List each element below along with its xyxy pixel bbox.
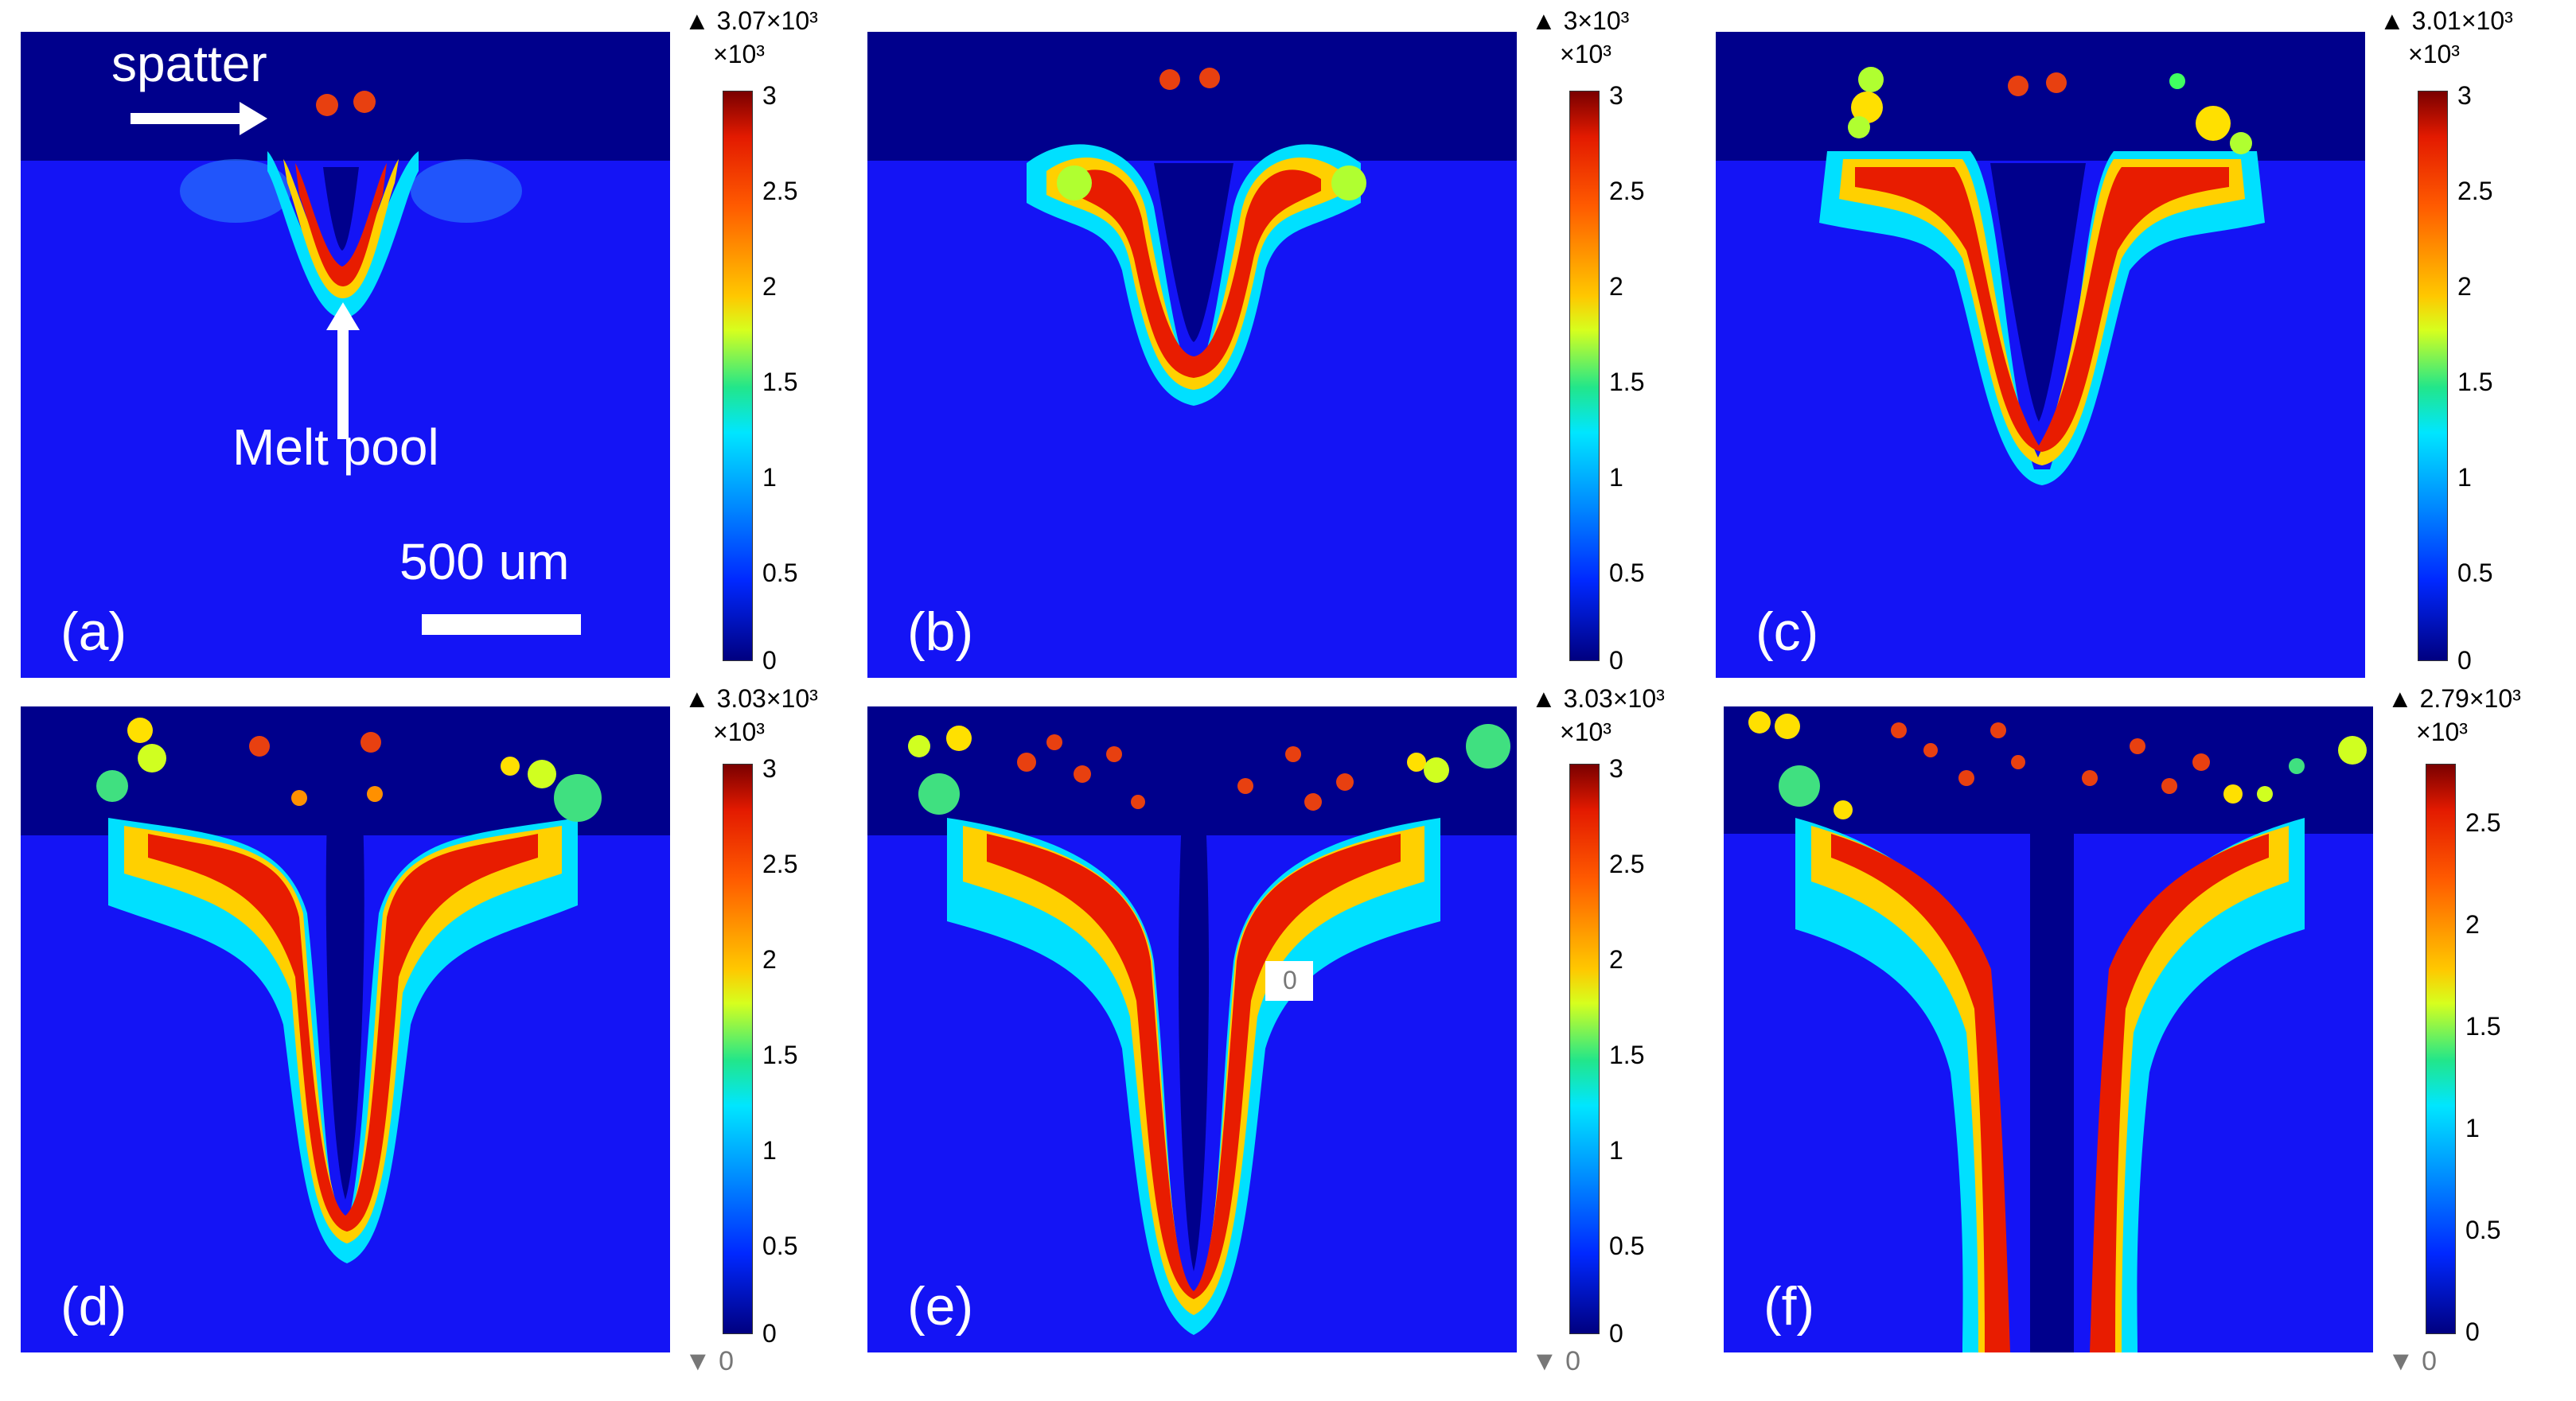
tick-label: 0 <box>2465 1317 2480 1346</box>
colorbar-unit: ×10³ <box>713 718 765 746</box>
tick-label: 1 <box>762 463 777 492</box>
tick-label: 1 <box>2457 463 2472 492</box>
colorbar-min: ▼ 0 <box>2387 1346 2438 1376</box>
panel-c: (c) <box>1716 32 2365 678</box>
colorbar-gradient <box>723 91 753 661</box>
colorbar-min: ▼ 0 <box>1531 1346 1581 1376</box>
spatter-droplet <box>316 94 338 116</box>
colorbar-unit: ×10³ <box>713 40 765 68</box>
colorbar-gradient <box>1569 91 1600 661</box>
colorbar-unit: ×10³ <box>1560 40 1611 68</box>
tick-label: 0.5 <box>1609 558 1645 587</box>
temperature-field-d <box>21 706 670 1352</box>
spatter-arrow <box>131 113 242 124</box>
tick-label: 0 <box>1609 646 1623 675</box>
panel-a: spatter Melt pool 500 um (a) <box>21 32 670 678</box>
colorbar-e: ▲ 3.03×10³ ×10³ 3 2.5 2 1.5 1 0.5 0 ▼ 0 <box>1531 684 1713 1384</box>
tick-label: 2.5 <box>1609 177 1645 205</box>
tick-label: 2 <box>2457 272 2472 301</box>
colorbar-unit: ×10³ <box>2408 40 2460 68</box>
colorbar-gradient <box>2418 91 2448 661</box>
tick-label: 2.5 <box>2465 808 2501 837</box>
melt-pool-arrow <box>337 328 349 439</box>
tick-label: 1 <box>762 1136 777 1165</box>
temperature-field-b <box>867 32 1517 678</box>
colorbar-max: ▲ 3.07×10³ <box>684 6 818 35</box>
colorbar-min: ▼ 0 <box>684 1346 735 1376</box>
colorbar-c: ▲ 3.01×10³ ×10³ 3 2.5 2 1.5 1 0.5 0 <box>2379 6 2561 673</box>
scale-bar <box>422 614 581 635</box>
colorbar-gradient <box>723 764 753 1334</box>
colorbar-b: ▲ 3×10³ ×10³ 3 2.5 2 1.5 1 0.5 0 <box>1531 6 1713 673</box>
spatter-label: spatter <box>111 35 267 92</box>
spatter-droplet <box>353 91 376 113</box>
tick-label: 1.5 <box>762 1041 798 1069</box>
tick-label: 1.5 <box>2465 1012 2501 1041</box>
panel-label: (b) <box>907 601 974 662</box>
temperature-field-f <box>1724 706 2373 1352</box>
colorbar-max: ▲ 3.03×10³ <box>684 684 818 713</box>
tick-label: 2.5 <box>762 177 798 205</box>
tick-label: 3 <box>1609 81 1623 110</box>
tick-label: 3 <box>762 754 777 783</box>
colorbar-max: ▲ 3×10³ <box>1531 6 1630 35</box>
colorbar-max: ▲ 3.03×10³ <box>1531 684 1665 713</box>
tick-label: 2 <box>762 945 777 974</box>
tick-label: 0 <box>762 646 777 675</box>
tick-label: 2.5 <box>1609 850 1645 878</box>
panel-b: (b) <box>867 32 1517 678</box>
melt-pool-label: Melt pool <box>232 418 439 476</box>
panel-f: (f) <box>1724 706 2373 1352</box>
tick-label: 1 <box>2465 1114 2480 1142</box>
colorbar-f: ▲ 2.79×10³ ×10³ 2.5 2 1.5 1 0.5 0 ▼ 0 <box>2387 684 2569 1384</box>
colorbar-unit: ×10³ <box>1560 718 1611 746</box>
colorbar-max: ▲ 3.01×10³ <box>2379 6 2513 35</box>
probe-value-box <box>1265 961 1313 1001</box>
colorbar-gradient <box>2426 764 2456 1334</box>
tick-label: 0.5 <box>2457 558 2493 587</box>
tick-label: 3 <box>762 81 777 110</box>
tick-label: 0.5 <box>1609 1232 1645 1260</box>
panel-d: (d) <box>21 706 670 1352</box>
panel-label: (a) <box>60 601 127 662</box>
temperature-field-e <box>867 706 1517 1352</box>
tick-label: 0.5 <box>2465 1216 2501 1244</box>
temperature-field-c <box>1716 32 2365 678</box>
tick-label: 2 <box>1609 945 1623 974</box>
panel-label: (d) <box>60 1276 127 1337</box>
tick-label: 0 <box>2457 646 2472 675</box>
colorbar-max: ▲ 2.79×10³ <box>2387 684 2521 713</box>
panel-label: (f) <box>1763 1276 1815 1337</box>
panel-label: (e) <box>907 1276 974 1337</box>
tick-label: 1.5 <box>762 368 798 396</box>
tick-label: 2 <box>762 272 777 301</box>
tick-label: 3 <box>2457 81 2472 110</box>
tick-label: 2.5 <box>762 850 798 878</box>
tick-label: 0 <box>762 1319 777 1348</box>
colorbar-d: ▲ 3.03×10³ ×10³ 3 2.5 2 1.5 1 0.5 0 ▼ 0 <box>684 684 866 1384</box>
panel-e: 0 (e) <box>867 706 1517 1352</box>
tick-label: 0.5 <box>762 558 798 587</box>
tick-label: 1 <box>1609 1136 1623 1165</box>
colorbar-unit: ×10³ <box>2416 718 2468 746</box>
tick-label: 1.5 <box>1609 368 1645 396</box>
tick-label: 2 <box>1609 272 1623 301</box>
colorbar-a: ▲ 3.07×10³ ×10³ 3 2.5 2 1.5 1 0.5 0 <box>684 6 866 673</box>
probe-value: 0 <box>1283 966 1297 994</box>
tick-label: 0 <box>1609 1319 1623 1348</box>
scale-bar-label: 500 um <box>399 533 570 590</box>
temperature-field-a <box>21 32 670 678</box>
tick-label: 3 <box>1609 754 1623 783</box>
tick-label: 2.5 <box>2457 177 2493 205</box>
tick-label: 1.5 <box>2457 368 2493 396</box>
colorbar-gradient <box>1569 764 1600 1334</box>
panel-label: (c) <box>1756 601 1819 662</box>
tick-label: 1 <box>1609 463 1623 492</box>
tick-label: 1.5 <box>1609 1041 1645 1069</box>
tick-label: 0.5 <box>762 1232 798 1260</box>
tick-label: 2 <box>2465 910 2480 939</box>
